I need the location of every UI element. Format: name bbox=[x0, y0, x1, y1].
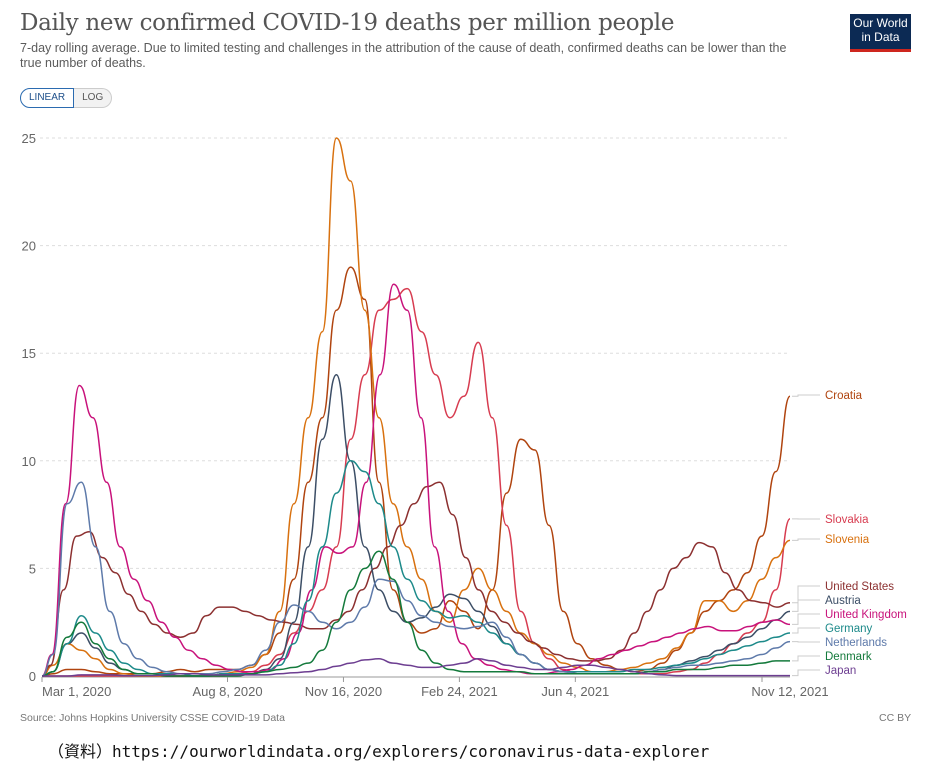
scale-toggle: LINEAR LOG bbox=[20, 88, 113, 108]
series-line-germany bbox=[41, 460, 791, 677]
source-note: Source: Johns Hopkins University CSSE CO… bbox=[20, 712, 285, 724]
label-connector bbox=[792, 627, 820, 634]
x-tick-label: Aug 8, 2020 bbox=[192, 684, 262, 699]
series-label-japan[interactable]: Japan bbox=[825, 665, 856, 677]
y-tick-label: 15 bbox=[22, 346, 36, 361]
line-chart: 0 5 10 15 20 25 Mar 1, 2020 Aug 8, 2020 Nov 16, … bbox=[22, 131, 907, 699]
series-label-denmark[interactable]: Denmark bbox=[825, 651, 872, 663]
y-tick-label: 10 bbox=[22, 454, 36, 469]
x-tick-label: Jun 4, 2021 bbox=[541, 684, 609, 699]
series-label-united-states[interactable]: United States bbox=[825, 581, 894, 593]
license-link[interactable]: CC BY bbox=[879, 712, 912, 724]
label-connector bbox=[792, 655, 820, 662]
chart-subtitle: 7-day rolling average. Due to limited te… bbox=[20, 41, 787, 70]
series-label-united-kingdom[interactable]: United Kingdom bbox=[825, 609, 907, 621]
series-label-netherlands[interactable]: Netherlands bbox=[825, 637, 887, 649]
label-connector bbox=[792, 613, 820, 625]
series-label-slovenia[interactable]: Slovenia bbox=[825, 534, 870, 546]
series-line-united-states bbox=[41, 481, 791, 677]
series-label-slovakia[interactable]: Slovakia bbox=[825, 514, 869, 526]
x-tick-label: Nov 16, 2020 bbox=[305, 684, 382, 699]
series-label-germany[interactable]: Germany bbox=[825, 623, 873, 635]
series-line-slovakia bbox=[41, 287, 791, 677]
y-tick-label: 5 bbox=[29, 561, 36, 576]
series-line-japan bbox=[41, 658, 790, 677]
url-note: （資料）https://ourworldindata.org/explorers… bbox=[48, 742, 710, 761]
label-connector bbox=[792, 599, 820, 612]
logo-line-2: in Data bbox=[861, 30, 900, 44]
label-connector bbox=[792, 669, 820, 677]
x-tick-label: Nov 12, 2021 bbox=[751, 684, 828, 699]
label-connector bbox=[792, 538, 820, 541]
y-tick-label: 0 bbox=[29, 669, 36, 684]
owid-logo[interactable]: Our World in Data bbox=[850, 14, 911, 52]
linear-scale-button[interactable]: LINEAR bbox=[20, 88, 75, 108]
y-tick-label: 25 bbox=[22, 131, 36, 146]
series-label-austria[interactable]: Austria bbox=[825, 595, 861, 607]
label-connector bbox=[792, 394, 820, 397]
label-connector bbox=[792, 585, 820, 604]
chart-title: Daily new confirmed COVID-19 deaths per … bbox=[20, 10, 675, 36]
logo-line-1: Our World bbox=[853, 16, 908, 30]
log-scale-button[interactable]: LOG bbox=[74, 88, 113, 108]
series-label-croatia[interactable]: Croatia bbox=[825, 390, 863, 402]
x-tick-label: Feb 24, 2021 bbox=[421, 684, 498, 699]
y-tick-label: 20 bbox=[22, 239, 36, 254]
x-tick-label: Mar 1, 2020 bbox=[42, 684, 111, 699]
series-line-croatia bbox=[41, 266, 791, 677]
series-line-netherlands bbox=[41, 481, 791, 677]
series-line-united-kingdom bbox=[41, 283, 791, 677]
